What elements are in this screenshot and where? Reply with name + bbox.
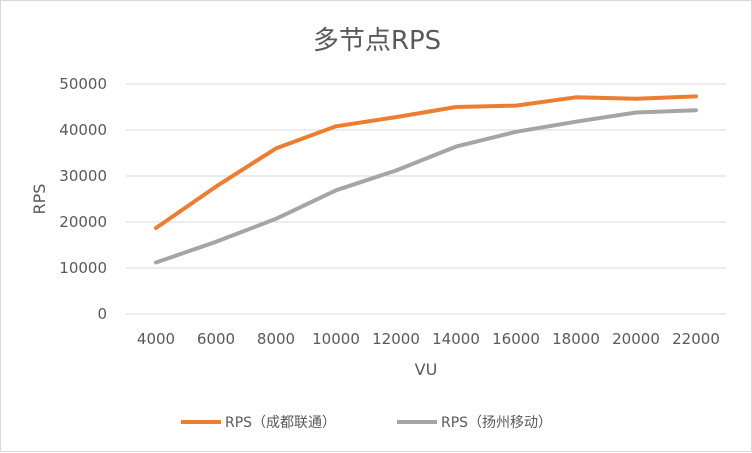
x-tick-label: 22000 — [672, 330, 720, 348]
x-tick-label: 12000 — [372, 330, 420, 348]
chart-title: 多节点RPS — [313, 26, 441, 56]
y-tick-label: 30000 — [59, 167, 107, 185]
y-axis-label: RPS — [30, 184, 49, 215]
x-tick-label: 8000 — [257, 330, 295, 348]
x-tick-label: 4000 — [137, 330, 175, 348]
y-tick-label: 10000 — [59, 259, 107, 277]
x-tick-label: 14000 — [432, 330, 480, 348]
x-tick-label: 10000 — [312, 330, 360, 348]
x-tick-label: 18000 — [552, 330, 600, 348]
y-tick-label: 20000 — [59, 213, 107, 231]
y-tick-label: 0 — [97, 305, 107, 323]
legend: RPS（成都联通） RPS（扬州移动） — [181, 415, 552, 431]
x-tick-label: 20000 — [612, 330, 660, 348]
x-tick-label: 6000 — [197, 330, 235, 348]
y-tick-label: 50000 — [59, 75, 107, 93]
y-tick-label: 40000 — [59, 121, 107, 139]
legend-entry-label: RPS（扬州移动） — [441, 415, 552, 431]
legend-entry-label: RPS（成都联通） — [225, 415, 336, 431]
x-tick-label: 16000 — [492, 330, 540, 348]
x-axis-label: VU — [415, 360, 438, 379]
series-line — [156, 110, 696, 262]
